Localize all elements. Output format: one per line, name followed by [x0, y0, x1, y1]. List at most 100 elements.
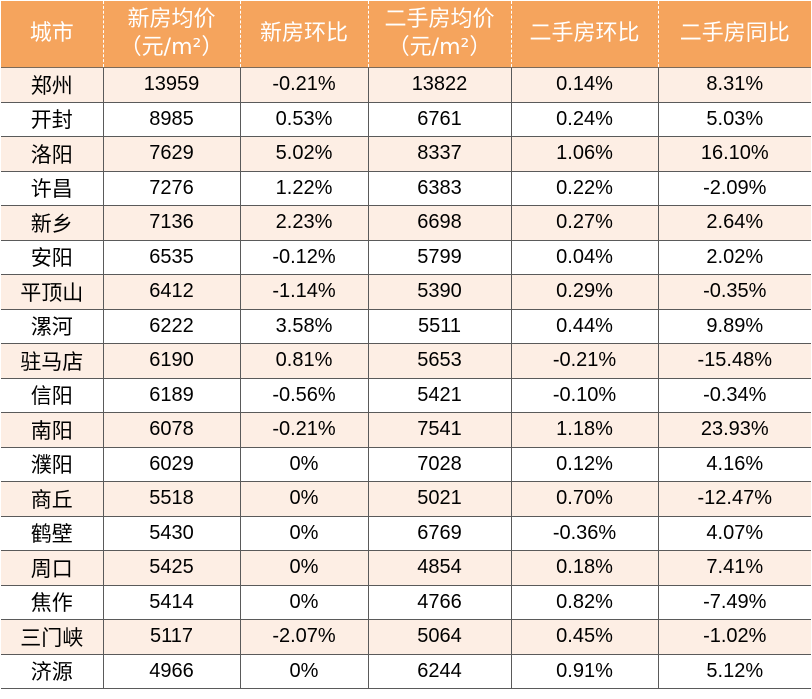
city-cell: 信阳 [1, 377, 103, 413]
city-cell: 开封 [1, 101, 103, 137]
second-price-cell: 6698 [367, 205, 511, 240]
new-mom-cell: -0.56% [239, 377, 368, 413]
table-header: 城市 新房均价 （元/m²） 新房环比 二手房均价 （元/m²） 二手房环比 二… [1, 1, 811, 68]
second-mom-cell: 0.04% [510, 239, 658, 275]
city-cell: 漯河 [1, 308, 103, 344]
table-row: 新乡 7136 2.23% 6698 0.27% 2.64% [1, 205, 811, 240]
second-price-cell: 6244 [367, 653, 511, 689]
new-price-cell: 5430 [102, 515, 240, 551]
second-yoy-cell: 8.31% [657, 67, 811, 102]
header-row: 城市 新房均价 （元/m²） 新房环比 二手房均价 （元/m²） 二手房环比 二… [1, 1, 811, 68]
new-price-cell: 6412 [102, 274, 240, 309]
table-row: 郑州 13959 -0.21% 13822 0.14% 8.31% [1, 67, 811, 102]
city-cell: 济源 [1, 653, 103, 689]
new-price-cell: 5117 [102, 619, 240, 654]
second-mom-cell: 0.45% [510, 619, 658, 654]
header-second-price: 二手房均价 （元/m²） [367, 1, 511, 68]
table-row: 济源 4966 0% 6244 0.91% 5.12% [1, 653, 811, 689]
second-price-cell: 8337 [367, 136, 511, 171]
new-mom-cell: -0.12% [239, 239, 368, 275]
new-mom-cell: 0% [239, 653, 368, 689]
second-price-cell: 4766 [367, 584, 511, 620]
second-yoy-cell: 16.10% [657, 136, 811, 171]
second-price-cell: 4854 [367, 550, 511, 585]
second-yoy-cell: 4.07% [657, 515, 811, 551]
table-row: 濮阳 6029 0% 7028 0.12% 4.16% [1, 446, 811, 482]
header-second-mom: 二手房环比 [510, 1, 658, 68]
table-row: 鹤壁 5430 0% 6769 -0.36% 4.07% [1, 515, 811, 551]
second-yoy-cell: -1.02% [657, 619, 811, 654]
header-new-price-line1: 新房均价 [127, 7, 216, 32]
new-mom-cell: 0% [239, 446, 368, 482]
header-new-mom: 新房环比 [239, 1, 368, 68]
new-mom-cell: 3.58% [239, 308, 368, 344]
new-price-cell: 7136 [102, 205, 240, 240]
second-price-cell: 7541 [367, 412, 511, 447]
second-mom-cell: 0.12% [510, 446, 658, 482]
second-mom-cell: 0.18% [510, 550, 658, 585]
second-yoy-cell: -15.48% [657, 343, 811, 378]
second-price-cell: 7028 [367, 446, 511, 482]
new-price-cell: 6535 [102, 239, 240, 275]
second-price-cell: 5021 [367, 481, 511, 516]
new-mom-cell: 0% [239, 550, 368, 585]
second-mom-cell: 0.44% [510, 308, 658, 344]
table-row: 开封 8985 0.53% 6761 0.24% 5.03% [1, 101, 811, 137]
new-price-cell: 8985 [102, 101, 240, 137]
second-yoy-cell: 2.64% [657, 205, 811, 240]
new-price-cell: 5414 [102, 584, 240, 620]
table-row: 驻马店 6190 0.81% 5653 -0.21% -15.48% [1, 343, 811, 378]
city-cell: 三门峡 [1, 619, 103, 654]
second-mom-cell: 1.18% [510, 412, 658, 447]
new-mom-cell: -1.14% [239, 274, 368, 309]
second-yoy-cell: -2.09% [657, 170, 811, 206]
second-mom-cell: 0.82% [510, 584, 658, 620]
second-yoy-cell: 5.12% [657, 653, 811, 689]
second-mom-cell: 0.22% [510, 170, 658, 206]
second-price-cell: 5653 [367, 343, 511, 378]
second-mom-cell: -0.36% [510, 515, 658, 551]
new-price-cell: 13959 [102, 67, 240, 102]
new-price-cell: 6189 [102, 377, 240, 413]
new-price-cell: 6078 [102, 412, 240, 447]
city-cell: 安阳 [1, 239, 103, 275]
new-price-cell: 6222 [102, 308, 240, 344]
second-mom-cell: 0.24% [510, 101, 658, 137]
new-price-cell: 5518 [102, 481, 240, 516]
city-cell: 新乡 [1, 205, 103, 240]
second-mom-cell: -0.10% [510, 377, 658, 413]
second-yoy-cell: 23.93% [657, 412, 811, 447]
second-mom-cell: 0.27% [510, 205, 658, 240]
new-mom-cell: 0% [239, 584, 368, 620]
new-mom-cell: 1.22% [239, 170, 368, 206]
second-price-cell: 6769 [367, 515, 511, 551]
second-yoy-cell: 2.02% [657, 239, 811, 275]
city-cell: 驻马店 [1, 343, 103, 378]
table-body: 郑州 13959 -0.21% 13822 0.14% 8.31% 开封 8985 0.53% 6… [1, 67, 811, 689]
second-yoy-cell: 5.03% [657, 101, 811, 137]
new-price-cell: 4966 [102, 653, 240, 689]
table-row: 洛阳 7629 5.02% 8337 1.06% 16.10% [1, 136, 811, 171]
table-row: 平顶山 6412 -1.14% 5390 0.29% -0.35% [1, 274, 811, 309]
new-price-cell: 7629 [102, 136, 240, 171]
second-mom-cell: 0.91% [510, 653, 658, 689]
table-row: 漯河 6222 3.58% 5511 0.44% 9.89% [1, 308, 811, 344]
table-row: 许昌 7276 1.22% 6383 0.22% -2.09% [1, 170, 811, 206]
new-mom-cell: -2.07% [239, 619, 368, 654]
table-row: 周口 5425 0% 4854 0.18% 7.41% [1, 550, 811, 585]
new-mom-cell: 0% [239, 481, 368, 516]
second-yoy-cell: -0.35% [657, 274, 811, 309]
second-yoy-cell: -0.34% [657, 377, 811, 413]
city-cell: 鹤壁 [1, 515, 103, 551]
second-price-cell: 5421 [367, 377, 511, 413]
header-second-price-line2: （元/m²） [387, 35, 492, 60]
second-yoy-cell: 7.41% [657, 550, 811, 585]
second-price-cell: 5511 [367, 308, 511, 344]
city-cell: 焦作 [1, 584, 103, 620]
second-mom-cell: -0.21% [510, 343, 658, 378]
city-cell: 洛阳 [1, 136, 103, 171]
second-price-cell: 6383 [367, 170, 511, 206]
new-price-cell: 7276 [102, 170, 240, 206]
city-cell: 商丘 [1, 481, 103, 516]
